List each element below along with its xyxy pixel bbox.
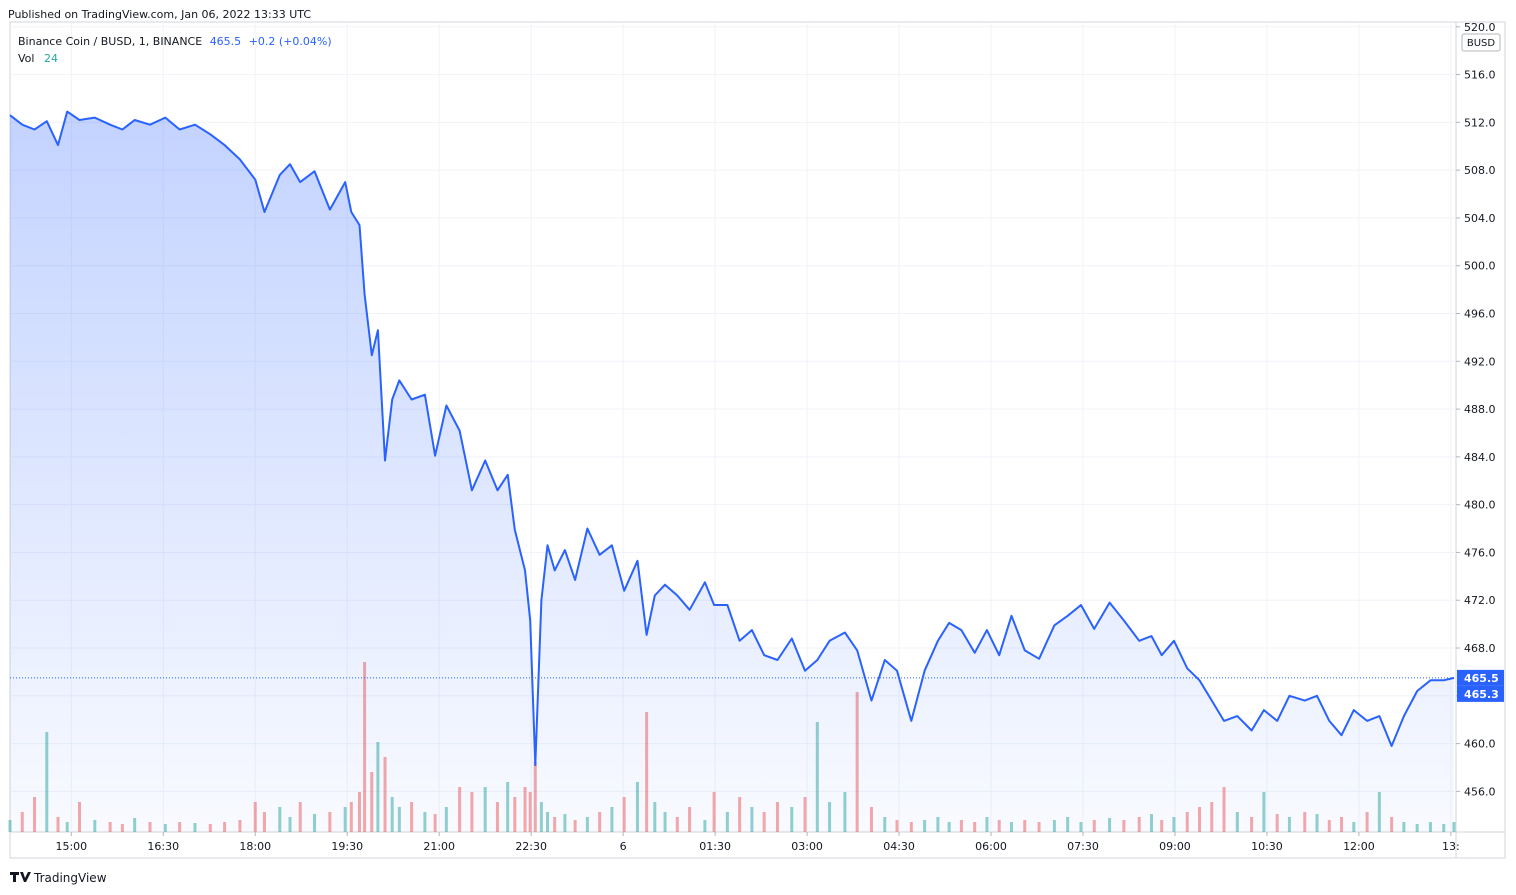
x-tick-label: 18:00 — [239, 840, 271, 853]
y-tick-label: 480.0 — [1464, 499, 1496, 512]
y-tick-label: 516.0 — [1464, 69, 1496, 82]
y-tick-label: 492.0 — [1464, 355, 1496, 368]
x-tick-label: 09:00 — [1159, 840, 1191, 853]
price-line — [9, 110, 1455, 767]
x-tick-label: 13: — [1442, 840, 1460, 853]
area-fill — [10, 111, 1454, 833]
y-tick-label: 468.0 — [1464, 642, 1496, 655]
x-tick-label: 21:00 — [423, 840, 455, 853]
y-tick-label: 472.0 — [1464, 594, 1496, 607]
y-tick-label: 508.0 — [1464, 164, 1496, 177]
x-tick-label: 04:30 — [883, 840, 915, 853]
y-tick-label: 512.0 — [1464, 116, 1496, 129]
tv-logo — [10, 872, 31, 882]
x-tick-label: 03:00 — [791, 840, 823, 853]
y-tick-label: 456.0 — [1464, 785, 1496, 798]
y-tick-label: 460.0 — [1464, 738, 1496, 751]
x-tick-label: 06:00 — [975, 840, 1007, 853]
currency-label: BUSD — [1467, 38, 1496, 49]
y-tick-label: 500.0 — [1464, 260, 1496, 273]
volume-legend: Vol 24 — [18, 52, 58, 65]
x-tick-label: 19:30 — [331, 840, 363, 853]
y-tick-label: 496.0 — [1464, 308, 1496, 321]
x-tick-label: 01:30 — [699, 840, 731, 853]
footer-brand: TradingView — [33, 871, 107, 885]
symbol-name: Binance Coin / BUSD, 1, BINANCE — [18, 35, 203, 48]
price-change: +0.2 (+0.04%) — [248, 35, 332, 48]
currency-box — [1461, 33, 1501, 52]
volume-name: Vol — [18, 52, 35, 65]
published-note: Published on TradingView.com, Jan 06, 20… — [8, 8, 312, 21]
price-label-box — [1457, 685, 1504, 702]
price-label: 465.3 — [1464, 688, 1499, 701]
volume-value: 24 — [43, 52, 58, 65]
x-tick-label: 07:30 — [1067, 840, 1099, 853]
y-tick-label: 476.0 — [1464, 546, 1496, 559]
x-tick-label: 10:30 — [1251, 840, 1283, 853]
x-tick-label: 6 — [620, 840, 627, 853]
x-tick-label: 15:00 — [55, 840, 87, 853]
x-tick-label: 12:00 — [1343, 840, 1375, 853]
y-tick-label: 488.0 — [1464, 403, 1496, 416]
y-tick-label: 484.0 — [1464, 451, 1496, 464]
last-price: 465.5 — [209, 35, 242, 48]
x-tick-label: 22:30 — [515, 840, 547, 853]
x-tick-label: 16:30 — [147, 840, 179, 853]
price-label: 465.5 — [1464, 672, 1499, 685]
price-label-box — [1457, 669, 1504, 686]
y-tick-label: 504.0 — [1464, 212, 1496, 225]
legend: Binance Coin / BUSD, 1, BINANCE 465.5 +0… — [18, 35, 332, 48]
y-tick-label: 520.0 — [1464, 21, 1496, 34]
